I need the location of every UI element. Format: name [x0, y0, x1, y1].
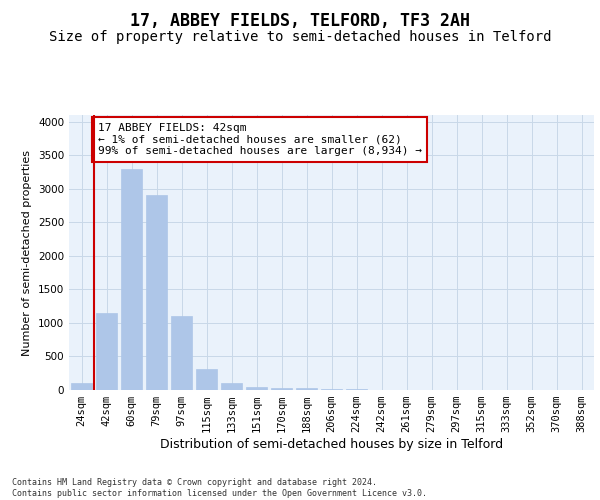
- Bar: [196, 368, 217, 390]
- Bar: [121, 168, 142, 390]
- Bar: [171, 316, 192, 390]
- Text: 17, ABBEY FIELDS, TELFORD, TF3 2AH: 17, ABBEY FIELDS, TELFORD, TF3 2AH: [130, 12, 470, 30]
- Bar: [71, 384, 92, 390]
- Bar: [321, 389, 342, 390]
- Bar: [296, 388, 317, 390]
- Bar: [271, 388, 292, 390]
- Text: Size of property relative to semi-detached houses in Telford: Size of property relative to semi-detach…: [49, 30, 551, 44]
- Y-axis label: Number of semi-detached properties: Number of semi-detached properties: [22, 150, 32, 356]
- Text: 17 ABBEY FIELDS: 42sqm
← 1% of semi-detached houses are smaller (62)
99% of semi: 17 ABBEY FIELDS: 42sqm ← 1% of semi-deta…: [98, 123, 422, 156]
- Bar: [246, 386, 267, 390]
- Text: Contains HM Land Registry data © Crown copyright and database right 2024.
Contai: Contains HM Land Registry data © Crown c…: [12, 478, 427, 498]
- X-axis label: Distribution of semi-detached houses by size in Telford: Distribution of semi-detached houses by …: [160, 438, 503, 451]
- Bar: [221, 382, 242, 390]
- Bar: [96, 313, 117, 390]
- Bar: [146, 196, 167, 390]
